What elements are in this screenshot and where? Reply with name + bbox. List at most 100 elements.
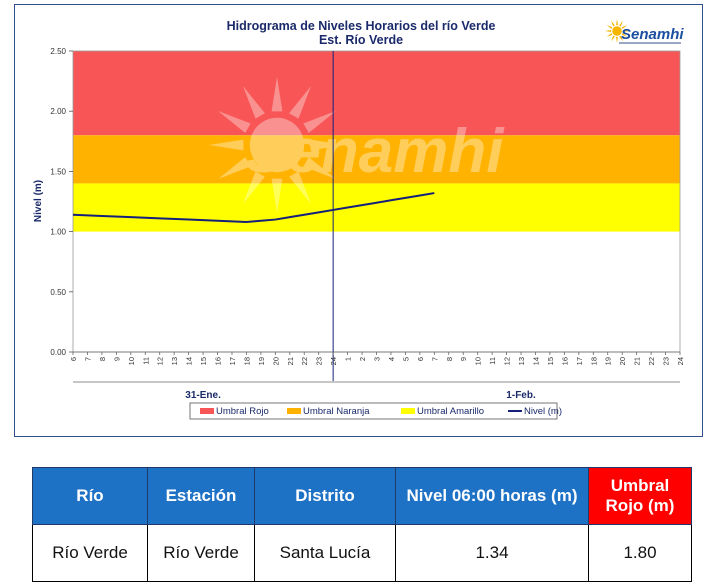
sun-ray <box>619 20 623 27</box>
sun-ray <box>289 171 311 204</box>
chart-subtitle: Est. Río Verde <box>319 33 403 47</box>
sun-ray <box>621 33 628 37</box>
y-axis-label: Nivel (m) <box>33 180 44 222</box>
chart-title: Hidrograma de Niveles Horarios del río V… <box>227 19 496 33</box>
series-layer <box>72 192 435 223</box>
x-tick-label: 10 <box>474 357 483 365</box>
x-tick-label: 24 <box>329 357 338 365</box>
x-tick-label: 15 <box>546 357 555 365</box>
x-tick-label: 17 <box>575 357 584 365</box>
sun-ray <box>606 33 613 37</box>
x-tick-label: 6 <box>416 357 425 361</box>
x-tick-label: 9 <box>112 357 121 361</box>
legend-box <box>189 402 558 420</box>
header-rio: Río <box>32 467 148 525</box>
x-tick-label: 9 <box>459 357 468 361</box>
threshold-bands <box>73 51 680 352</box>
sun-ray <box>606 25 613 29</box>
x-tick-label: 10 <box>127 357 136 365</box>
cell-nivel: 1.34 <box>395 524 589 582</box>
level-table: Río Estación Distrito Nivel 06:00 horas … <box>32 467 692 582</box>
y-tick-label: 2.00 <box>50 107 66 116</box>
x-tick-label: 6 <box>69 357 78 361</box>
chart-legend: Umbral Rojo Umbral Naranja Umbral Amarillo… <box>189 402 562 420</box>
x-tick-label: 19 <box>604 357 613 365</box>
x-tick-label: 22 <box>647 357 656 365</box>
sun-ray <box>289 86 311 119</box>
x-tick-label: 20 <box>271 357 280 365</box>
table-header-row: Río Estación Distrito Nivel 06:00 horas … <box>32 467 692 525</box>
x-tick-label: 21 <box>286 357 295 365</box>
sun-ray <box>218 157 251 179</box>
cell-umbral-rojo: 1.80 <box>588 524 692 582</box>
sun-ray <box>243 171 265 204</box>
sun-core <box>249 117 305 173</box>
x-tick-label: 4 <box>387 357 396 361</box>
x-tick-label: 15 <box>199 357 208 365</box>
legend-swatch <box>287 408 301 414</box>
x-tick-label: 16 <box>214 357 223 365</box>
header-distrito: Distrito <box>254 467 396 525</box>
band-umbral-naranja <box>73 135 680 184</box>
legend-swatch <box>200 408 214 414</box>
watermark-sun-icon <box>209 77 345 213</box>
x-tick-label: 18 <box>242 357 251 365</box>
x-tick-label: 23 <box>315 357 324 365</box>
band-umbral-rojo <box>73 51 680 136</box>
x-tick-label: 14 <box>531 357 540 365</box>
chart-panel: Hidrograma de Niveles Horarios del río V… <box>14 4 703 437</box>
sun-ray <box>243 86 265 119</box>
sun-ray <box>611 35 615 42</box>
x-tick-label: 20 <box>618 357 627 365</box>
x-tick-label: 23 <box>662 357 671 365</box>
sun-ray <box>605 30 612 32</box>
sun-ray <box>303 111 336 133</box>
x-tick-label: 13 <box>170 357 179 365</box>
sun-ray <box>611 20 615 27</box>
sun-ray <box>622 30 629 32</box>
sun-ray <box>616 19 618 26</box>
x-tick-label: 5 <box>401 357 410 361</box>
x-tick-label: 3 <box>373 357 382 361</box>
y-tick-label: 0.00 <box>50 348 66 357</box>
x-tick-label: 14 <box>185 357 194 365</box>
table-row: Río Verde Río Verde Santa Lucía 1.34 1.8… <box>32 524 692 582</box>
x-tick-label: 1 <box>344 357 353 361</box>
x-tick-label: 19 <box>257 357 266 365</box>
sun-ray <box>616 36 618 43</box>
x-tick-label: 22 <box>300 357 309 365</box>
sun-icon <box>605 19 629 43</box>
header-umbral-rojo: Umbral Rojo (m) <box>588 467 692 525</box>
header-estacion: Estación <box>147 467 255 525</box>
x-tick-label: 24 <box>676 357 685 365</box>
senamhi-watermark: Senamhi <box>209 77 505 213</box>
x-tick-label: 12 <box>503 357 512 365</box>
y-tick-label: 1.50 <box>50 167 66 176</box>
band-umbral-amarillo <box>73 183 680 232</box>
sun-ray <box>218 111 251 133</box>
hydrograph-chart: Hidrograma de Niveles Horarios del río V… <box>33 19 685 420</box>
x-axis: 6 7 8 9 10 11 12 13 14 15 16 17 18 19 20 21 22 23 24 1 2 3 4 5 6… <box>69 351 685 401</box>
sun-ray <box>271 77 283 112</box>
sun-ray <box>621 25 628 29</box>
cell-estacion: Río Verde <box>147 524 255 582</box>
legend-swatch <box>401 408 415 414</box>
x-tick-label: 12 <box>156 357 165 365</box>
x-tick-label: 16 <box>560 357 569 365</box>
x-tick-label: 2 <box>358 357 367 361</box>
legend-label: Umbral Naranja <box>303 406 370 417</box>
senamhi-logo: Senamhi <box>605 19 684 44</box>
x-tick-label: 7 <box>430 357 439 361</box>
x-tick-label: 17 <box>228 357 237 365</box>
cell-rio: Río Verde <box>32 524 148 582</box>
x-tick-label: 7 <box>83 357 92 361</box>
x-tick-label: 18 <box>589 357 598 365</box>
header-nivel: Nivel 06:00 horas (m) <box>395 467 589 525</box>
sun-ray <box>209 139 244 151</box>
legend-label: Umbral Amarillo <box>417 406 484 417</box>
sun-core <box>612 26 622 36</box>
day-label: 1-Feb. <box>506 390 536 401</box>
x-tick-label: 8 <box>445 357 454 361</box>
sun-ray <box>310 139 345 151</box>
day-label: 31-Ene. <box>185 390 221 401</box>
